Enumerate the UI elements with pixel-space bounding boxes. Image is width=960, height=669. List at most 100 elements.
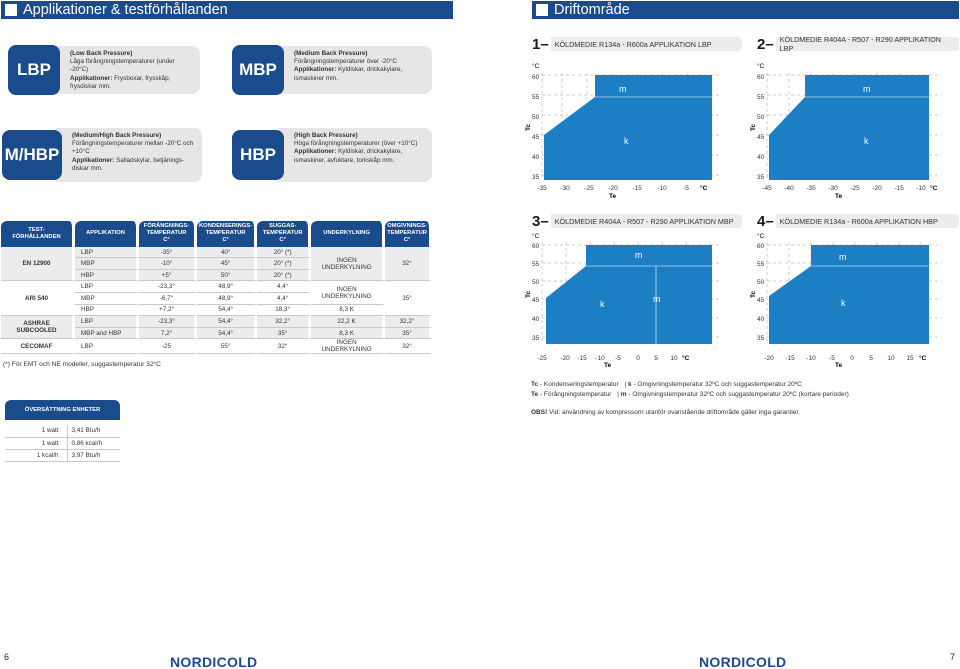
zone-m: [805, 75, 929, 97]
table-cell: MBP and HBP: [75, 327, 139, 340]
svg-text:45: 45: [757, 134, 765, 141]
diagram-title: KÖLDMEDIE R404A - R507 - R290 APPLIKATIO…: [779, 35, 941, 53]
test-label: EN 12900: [1, 246, 75, 282]
app-desc: Förångningstemperaturer mellan -20°C och…: [72, 140, 194, 156]
diagram-title: KÖLDMEDIE R404A - R507 - R290 APPLIKATIO…: [554, 216, 734, 226]
svg-text:-15: -15: [632, 185, 642, 192]
table-cell: 3,97 Btu/h: [67, 449, 120, 462]
legend-te: Te: [531, 391, 539, 398]
table-cell: 18,3°: [257, 304, 312, 317]
page-number-left: 6: [4, 652, 10, 662]
zone-k: [546, 266, 656, 344]
table-cell: 40°: [197, 246, 258, 259]
svg-text:50: 50: [532, 279, 540, 286]
table-cell: 32,2°: [385, 316, 432, 328]
app-mhbp: M/HBP (Medium/High Back Pressure) Förång…: [2, 128, 202, 182]
table-cell: 4,4°: [257, 281, 312, 294]
conversion-table: 1 watt 3,41 Btu/h 1 watt 0,86 kcal/h 1 kca…: [5, 425, 120, 462]
app-text: Kyldiskar, drickakylare, ismaskiner mm.: [294, 66, 403, 82]
table-cell: 20° (*): [257, 246, 312, 259]
svg-text:60: 60: [532, 243, 540, 250]
table-cell: -10°: [139, 258, 197, 270]
app-title: (Low Back Pressure): [70, 50, 133, 57]
zone-m-top: [586, 245, 712, 266]
y-unit: °C: [757, 232, 765, 240]
legend-text: - Omgivningstemperatur 32ºC och suggaste…: [631, 381, 802, 388]
zone-k: [544, 97, 712, 180]
applications-title: Applikationer & testförhållanden: [23, 2, 228, 18]
svg-text:55: 55: [532, 261, 540, 268]
operating-range-header: Driftområde: [532, 1, 959, 19]
legend-tc: Tc: [531, 381, 539, 388]
y-unit: °C: [532, 62, 540, 70]
diagram-header: 1– KÖLDMEDIE R134a - R600a APPLIKATION LB…: [530, 35, 742, 53]
table-cell: 32°: [257, 339, 312, 355]
x-unit: °C: [919, 354, 927, 362]
table-row: HBP +7,2° 54,4° 18,3° 8,3 K: [1, 304, 432, 317]
svg-text:-35: -35: [806, 185, 816, 192]
diagram-number: 4–: [755, 212, 776, 230]
zone-label-k: k: [864, 136, 869, 146]
app-code: HBP: [232, 130, 284, 180]
table-cell: 32°: [385, 339, 432, 355]
table-cell: +5°: [139, 269, 197, 282]
table-cell: MBP: [75, 293, 139, 305]
zone-label-m: m: [619, 84, 627, 94]
table-cell: -23,3°: [139, 316, 197, 328]
legend-line-1: Tc - Kondenseringstemperatur | k - Omgiv…: [531, 381, 802, 388]
diagram-title: KÖLDMEDIE R134a - R600a APPLIKATION LBP: [554, 39, 712, 49]
page-number-right: 7: [950, 652, 956, 662]
table-row: 1 watt 3,41 Btu/h: [5, 425, 120, 438]
table-cell: MBP: [75, 258, 139, 270]
svg-text:-20: -20: [560, 355, 570, 362]
svg-text:-5: -5: [683, 185, 689, 192]
svg-text:-10: -10: [595, 355, 605, 362]
svg-text:-35: -35: [537, 185, 547, 192]
x-unit: °C: [930, 184, 938, 192]
zone-label-m: m: [653, 294, 661, 304]
x-axis-label: Te: [609, 193, 616, 200]
footnote: (*) För EMT och NE modeller, suggastempe…: [3, 361, 161, 368]
svg-text:40: 40: [757, 316, 765, 323]
app-info: (Medium/High Back Pressure) Förångningst…: [56, 128, 202, 182]
svg-text:-30: -30: [560, 185, 570, 192]
table-cell: 45°: [197, 258, 258, 270]
app-info: (Medium Back Pressure) Förångningstemper…: [278, 46, 432, 94]
svg-text:45: 45: [532, 134, 540, 141]
app-code: M/HBP: [2, 130, 62, 180]
svg-text:-10: -10: [806, 355, 816, 362]
conversion-header: ÖVERSÄTTNING ENHETER: [5, 400, 120, 420]
table-cell: LBP: [75, 339, 139, 355]
svg-text:-15: -15: [785, 355, 795, 362]
diagram-4: 4– KÖLDMEDIE R134a - R600a APPLIKATION HB…: [750, 212, 959, 376]
svg-text:50: 50: [757, 279, 765, 286]
table-cell: 1 watt: [5, 437, 68, 450]
diagram-header: 2– KÖLDMEDIE R404A - R507 - R290 APPLIKAT…: [755, 35, 959, 53]
svg-text:-15: -15: [577, 355, 587, 362]
x-unit: °C: [682, 354, 690, 362]
svg-text:60: 60: [757, 74, 765, 81]
col-subcooling: UNDERKYLNING: [311, 221, 386, 247]
y-tick-labels: 60 55 50 45 40 35: [757, 243, 765, 342]
app-mbp: MBP (Medium Back Pressure) Förångningste…: [232, 45, 432, 95]
svg-text:5: 5: [869, 355, 873, 362]
svg-text:10: 10: [670, 355, 678, 362]
svg-text:0: 0: [636, 355, 640, 362]
header-square-icon: [536, 4, 548, 16]
diagram-1: 1– KÖLDMEDIE R134a - R600a APPLIKATION LB…: [525, 35, 742, 200]
y-unit: °C: [532, 232, 540, 240]
svg-text:-5: -5: [829, 355, 835, 362]
header-square-icon: [5, 4, 17, 16]
x-axis-label: Te: [835, 193, 842, 200]
zone-k: [769, 97, 929, 180]
svg-text:35: 35: [757, 174, 765, 181]
table-cell: 35°: [257, 327, 312, 340]
svg-text:50: 50: [757, 114, 765, 121]
obs-text: Vid: användning av kompressorn utanför o…: [547, 409, 801, 416]
table-row: MBP -10° 45° 20° (*): [1, 258, 432, 270]
x-axis-label: Te: [835, 362, 842, 369]
svg-text:40: 40: [532, 316, 540, 323]
table-cell: HBP: [75, 304, 139, 317]
table-header-row: TEST- FÖRHÅLLANDEN APPLIKATION FÖRÅNGNIN…: [1, 221, 432, 247]
table-cell: 54,4°: [197, 316, 258, 328]
